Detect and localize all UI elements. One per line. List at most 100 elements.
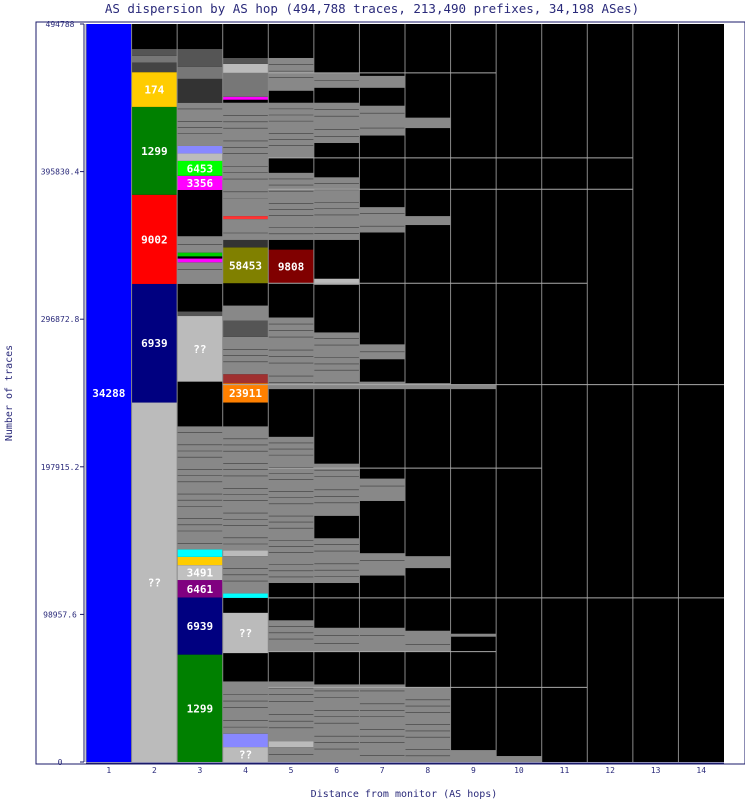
segment-hop4-16 [222, 216, 269, 220]
segment-hop3-7 [177, 316, 223, 382]
segment-hop4-3 [222, 612, 269, 654]
segment-hop3-15 [177, 160, 223, 176]
segment-hop4-9 [222, 374, 269, 384]
segment-hop7-3 [359, 478, 405, 501]
segment-hop3-12 [177, 252, 223, 257]
segment-hop3-11 [177, 258, 223, 263]
segment-hop3-2 [177, 580, 223, 598]
segment-hop3-16 [177, 153, 223, 161]
x-tick-label-3: 3 [198, 766, 203, 775]
segment-hop7-2 [359, 553, 405, 576]
segment-hop6-1 [313, 627, 360, 652]
segment-hop4-8 [222, 383, 269, 403]
segment-hop4-6 [222, 550, 269, 557]
segment-hop3-14 [177, 175, 223, 190]
segment-hop4-15 [222, 219, 269, 240]
segment-hop8-2 [405, 556, 451, 569]
x-tick-label-14: 14 [696, 766, 706, 775]
segment-hop4-18 [222, 102, 269, 199]
segment-hop7-1 [359, 627, 405, 652]
segment-hop3-21 [177, 49, 223, 67]
segment-label-6461: 6461 [187, 583, 214, 596]
segment-hop4-12 [222, 305, 269, 321]
segment-label-??: ?? [239, 749, 252, 762]
segment-hop3-3 [177, 565, 223, 581]
segment-label-??: ?? [148, 576, 161, 589]
hop-column-6 [313, 24, 360, 762]
segment-hop3-1 [177, 597, 223, 655]
y-axis: 0 98957.6 197915.2 296872.8 395830.4 494788 [41, 20, 85, 767]
segment-label-9002: 9002 [141, 233, 168, 246]
segment-hop5-3 [268, 620, 314, 652]
segment-label-??: ?? [239, 627, 252, 640]
segment-label-34288: 34288 [92, 387, 125, 400]
x-tick-label-12: 12 [605, 766, 615, 775]
hop-column-7 [358, 24, 405, 762]
segment-hop4-20 [222, 72, 269, 97]
segment-hop3-18 [177, 102, 223, 146]
segment-hop3-0 [177, 654, 223, 762]
segment-hop4-4 [222, 593, 269, 598]
y-tick-label-2: 197915.2 [41, 463, 80, 472]
segment-hop3-20 [177, 66, 223, 79]
segment-hop2-0 [131, 402, 178, 762]
segment-hop4-11 [222, 320, 269, 337]
y-tick-label-3: 296872.8 [41, 315, 80, 324]
segment-hop2-6 [131, 55, 178, 63]
x-axis-label: Distance from monitor (AS hops) [311, 789, 498, 800]
segment-label-9808: 9808 [278, 260, 305, 273]
segment-hop2-5 [131, 62, 178, 73]
segment-hop8-4 [405, 216, 451, 226]
hop-column-5: 9808 [267, 24, 314, 762]
segment-label-3356: 3356 [187, 177, 214, 190]
x-tick-label-4: 4 [243, 766, 248, 775]
hop-column-4: ???? 23911 58453 [222, 24, 269, 762]
segment-hop4-19 [222, 96, 269, 100]
segment-hop4-17 [222, 198, 269, 217]
x-tick-label-2: 2 [152, 766, 157, 775]
segment-hop2-3 [131, 106, 178, 195]
segment-label-1299: 1299 [187, 702, 214, 715]
hop-column-9 [450, 24, 497, 762]
chart-title: AS dispersion by AS hop (494,788 traces,… [105, 1, 639, 16]
segment-hop7-6 [359, 207, 405, 233]
x-tick-label-9: 9 [471, 766, 476, 775]
segment-hop4-0 [222, 747, 269, 762]
plot-area: 34288?? 6939 9002 1299 174 1299 6939 6461 3491??… [35, 21, 745, 765]
segment-hop5-5 [268, 317, 314, 390]
hop-column-10 [495, 24, 542, 762]
segment-label-23911: 23911 [229, 387, 262, 400]
segment-hop4-14 [222, 239, 269, 248]
x-tick-label-11: 11 [560, 766, 570, 775]
segment-label-3491: 3491 [187, 567, 214, 580]
x-tick-label-5: 5 [289, 766, 294, 775]
segment-hop6-7 [313, 102, 360, 144]
segment-hop7-7 [359, 105, 405, 136]
segment-hop6-2 [313, 538, 360, 584]
hop-column-3: 1299 6939 6461 3491?? 3356 6453 [176, 24, 223, 762]
segment-hop3-5 [177, 549, 223, 557]
segment-hop9-2 [450, 384, 497, 390]
x-tick-label-6: 6 [334, 766, 339, 775]
segment-hop3-8 [177, 311, 223, 317]
segment-hop8-1 [405, 630, 451, 652]
segment-hop5-8 [268, 102, 314, 158]
segment-hop5-9 [268, 57, 314, 91]
segment-hop3-4 [177, 556, 223, 566]
segment-label-6939: 6939 [187, 620, 214, 633]
x-tick-label-1: 1 [106, 766, 111, 775]
y-axis-label: Number of traces [4, 345, 15, 441]
segment-hop2-1 [131, 283, 178, 403]
segment-hop5-1 [268, 741, 314, 748]
segment-label-1299: 1299 [141, 145, 168, 158]
segment-hop1-0 [86, 24, 132, 762]
y-tick-label-4: 395830.4 [41, 168, 80, 177]
segment-hop5-7 [268, 172, 314, 240]
segment-hop2-7 [131, 49, 178, 56]
segment-hop8-5 [405, 117, 451, 129]
segment-hop5-4 [268, 436, 314, 584]
segment-hop7-4 [359, 381, 405, 390]
segment-hop4-21 [222, 63, 269, 73]
segment-hop3-9 [177, 283, 223, 306]
